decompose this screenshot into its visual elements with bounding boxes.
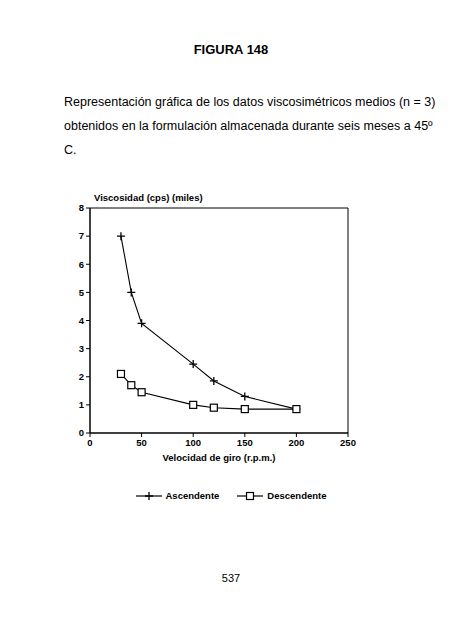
html-text:537: 537 [221,572,241,584]
svg-text:8: 8 [79,202,84,213]
svg-text:2: 2 [79,371,84,382]
html-text:Velocidad de giro (r.p.m.): Velocidad de giro (r.p.m.) [162,452,276,463]
svg-text:0: 0 [87,437,92,448]
svg-text:100: 100 [185,437,201,448]
svg-text:200: 200 [288,437,304,448]
svg-text:1: 1 [79,399,85,410]
html-text:Viscosidad (cps) (miles): Viscosidad (cps) (miles) [94,192,203,203]
html-text:Descendente: Descendente [267,490,327,501]
svg-text:150: 150 [237,437,253,448]
svg-text:4: 4 [79,315,85,326]
html-text:FIGURA 148: FIGURA 148 [193,42,269,57]
html-text:Ascendente: Ascendente [165,490,220,501]
svg-text:0: 0 [79,427,84,438]
svg-text:3: 3 [79,343,84,354]
svg-text:250: 250 [340,437,356,448]
html-text:Representación gráfica de los: Representación gráfica de los datos visc… [64,95,436,157]
svg-text:7: 7 [79,230,84,241]
svg-text:5: 5 [79,287,85,298]
svg-text:6: 6 [79,259,84,270]
svg-text:50: 50 [136,437,147,448]
